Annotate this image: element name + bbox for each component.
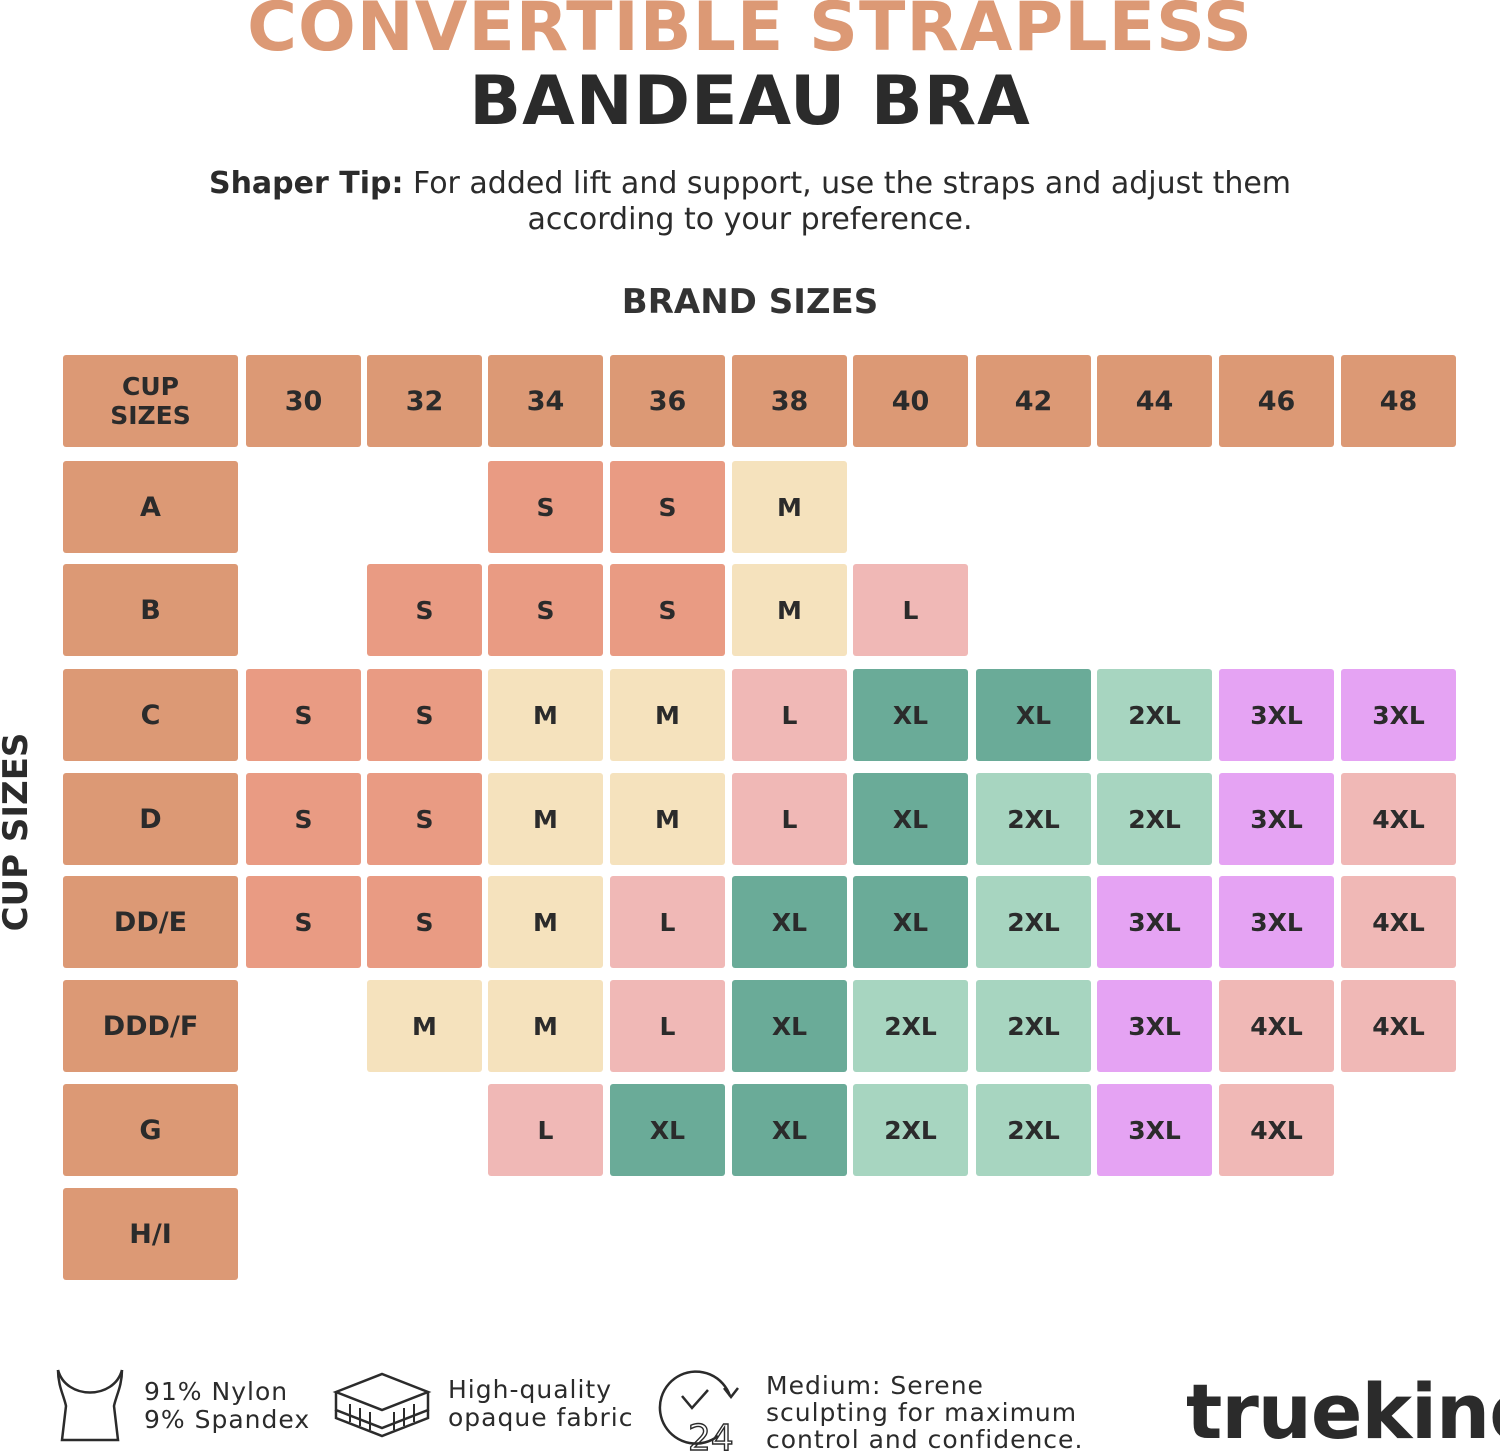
size-cell: 2XL	[1097, 773, 1212, 865]
size-cell: S	[367, 669, 482, 761]
band-size-header: 44	[1097, 355, 1212, 447]
size-cell: XL	[610, 1084, 725, 1176]
size-cell: XL	[853, 773, 968, 865]
wear-line-2: sculpting for maximum	[766, 1398, 1078, 1427]
clock-24-text: 24	[688, 1418, 734, 1452]
cup-size-row-header: A	[63, 461, 238, 553]
band-size-header: 46	[1219, 355, 1334, 447]
size-cell: 4XL	[1341, 980, 1456, 1072]
band-size-header: 34	[488, 355, 603, 447]
band-size-header: 48	[1341, 355, 1456, 447]
size-cell: S	[367, 876, 482, 968]
size-cell: 2XL	[976, 876, 1091, 968]
size-cell: S	[367, 564, 482, 656]
wear-line-3: control and confidence.	[766, 1425, 1084, 1454]
cup-size-row-header: D	[63, 773, 238, 865]
size-cell: L	[732, 773, 847, 865]
title-line-1: CONVERTIBLE STRAPLESS	[247, 0, 1253, 67]
cup-size-row-header: B	[63, 564, 238, 656]
size-cell: 4XL	[1341, 773, 1456, 865]
size-cell: 2XL	[1097, 669, 1212, 761]
fabric-layers-icon	[332, 1372, 432, 1438]
size-cell: 2XL	[976, 1084, 1091, 1176]
size-cell: M	[488, 876, 603, 968]
band-size-header: 38	[732, 355, 847, 447]
size-cell: S	[488, 461, 603, 553]
size-cell: L	[610, 876, 725, 968]
size-cell: M	[367, 980, 482, 1072]
size-cell: XL	[732, 876, 847, 968]
size-cell: S	[246, 876, 361, 968]
size-cell: S	[367, 773, 482, 865]
fabric-line-2: opaque fabric	[448, 1403, 634, 1432]
cup-sizes-header-cell: CUP SIZES	[63, 355, 238, 447]
size-cell: 4XL	[1219, 980, 1334, 1072]
cup-size-row-header: C	[63, 669, 238, 761]
title-line-2: BANDEAU BRA	[469, 62, 1031, 141]
wear-line-1: Medium: Serene	[766, 1371, 984, 1400]
size-cell: 2XL	[853, 980, 968, 1072]
size-cell: 4XL	[1341, 876, 1456, 968]
size-cell: 2XL	[976, 980, 1091, 1072]
size-cell: 2XL	[853, 1084, 968, 1176]
bra-icon	[56, 1369, 124, 1442]
material-line-1: 91% Nylon	[144, 1377, 289, 1406]
wear-feature: 24 Medium: Serene sculpting for maximum …	[652, 1366, 1082, 1456]
size-cell: XL	[853, 669, 968, 761]
cup-sizes-header-text: CUP SIZES	[110, 372, 191, 430]
band-size-header: 36	[610, 355, 725, 447]
size-cell: S	[610, 564, 725, 656]
fabric-line-1: High-quality	[448, 1375, 613, 1404]
size-cell: L	[853, 564, 968, 656]
size-cell: L	[610, 980, 725, 1072]
cup-size-row-header: DD/E	[63, 876, 238, 968]
band-size-header: 30	[246, 355, 361, 447]
tip-label: Shaper Tip:	[208, 166, 404, 201]
material-feature: 91% Nylon 9% Spandex	[52, 1366, 309, 1448]
size-cell: XL	[853, 876, 968, 968]
material-line-2: 9% Spandex	[144, 1405, 311, 1434]
size-cell: 3XL	[1097, 876, 1212, 968]
size-cell: 3XL	[1219, 773, 1334, 865]
size-cell: M	[488, 669, 603, 761]
size-cell: XL	[732, 1084, 847, 1176]
size-cell: 3XL	[1219, 876, 1334, 968]
truekind-logo: truekind	[1186, 1367, 1500, 1456]
band-size-header: 32	[367, 355, 482, 447]
size-cell: L	[488, 1084, 603, 1176]
band-size-header: 42	[976, 355, 1091, 447]
size-cell: M	[732, 564, 847, 656]
size-cell: XL	[732, 980, 847, 1072]
size-cell: 2XL	[976, 773, 1091, 865]
size-cell: M	[610, 773, 725, 865]
size-cell: S	[246, 773, 361, 865]
cup-size-row-header: DDD/F	[63, 980, 238, 1072]
24-hour-clock-icon: 24	[658, 1370, 739, 1456]
fabric-feature: High-quality opaque fabric	[330, 1366, 633, 1446]
cup-sizes-axis-text: CUP SIZES	[0, 732, 36, 932]
size-cell: 3XL	[1219, 669, 1334, 761]
size-cell: 3XL	[1097, 980, 1212, 1072]
size-cell: M	[488, 980, 603, 1072]
size-cell: M	[488, 773, 603, 865]
size-cell: 3XL	[1097, 1084, 1212, 1176]
tip-text: For added lift and support, use the stra…	[413, 166, 1292, 237]
size-cell: S	[610, 461, 725, 553]
brand-sizes-heading: BRAND SIZES	[621, 282, 879, 322]
size-cell: S	[488, 564, 603, 656]
size-cell: 3XL	[1341, 669, 1456, 761]
size-cell: M	[732, 461, 847, 553]
size-cell: L	[732, 669, 847, 761]
size-cell: 4XL	[1219, 1084, 1334, 1176]
cup-size-row-header: G	[63, 1084, 238, 1176]
shaper-tip: Shaper Tip: For added lift and support, …	[180, 166, 1320, 238]
band-size-header: 40	[853, 355, 968, 447]
size-cell: S	[246, 669, 361, 761]
size-cell: M	[610, 669, 725, 761]
size-cell: XL	[976, 669, 1091, 761]
cup-size-row-header: H/I	[63, 1188, 238, 1280]
